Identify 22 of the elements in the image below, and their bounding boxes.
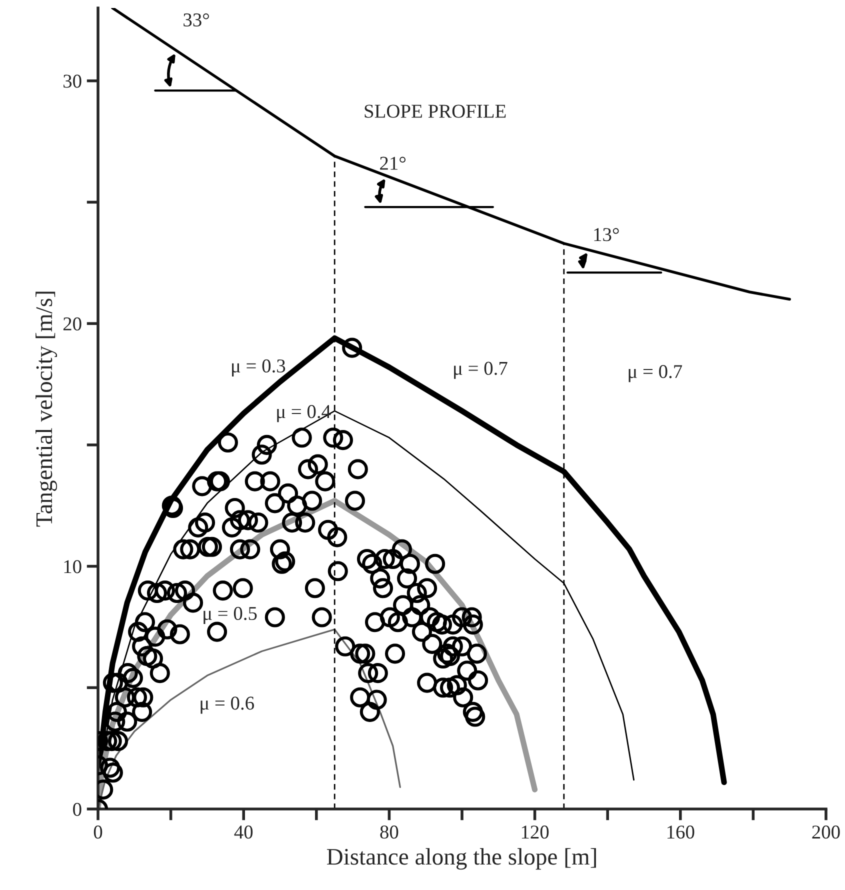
annotation: μ = 0.7 [454,362,508,379]
annotation: μ = 0.6 [200,696,254,714]
x-axis-title: Distance along the slope [m] [326,848,596,870]
annotation: 33° [184,13,209,26]
annotation: μ = 0.4 [277,405,331,422]
annotation: μ = 0.7 [628,364,682,382]
y-tick-label: 0 [73,802,82,816]
annotation: 21° [380,156,406,170]
y-tick-label: 30 [64,74,82,88]
x-tick-label: 0 [94,826,102,839]
x-tick-label: 200 [812,826,840,839]
annotation: SLOPE PROFILE [364,104,506,118]
x-tick-label: 80 [380,826,398,839]
y-tick-label: 20 [63,317,82,330]
annotation: 13° [594,228,619,242]
x-tick-label: 160 [668,826,694,839]
annotation: μ = 0.5 [204,606,257,624]
x-tick-label: 120 [522,826,549,839]
y-axis-title: Tangential velocity [m/s] [36,292,58,527]
annotation: μ = 0.3 [232,359,286,376]
y-tick-label: 10 [64,560,82,574]
x-tick-label: 40 [234,826,253,839]
